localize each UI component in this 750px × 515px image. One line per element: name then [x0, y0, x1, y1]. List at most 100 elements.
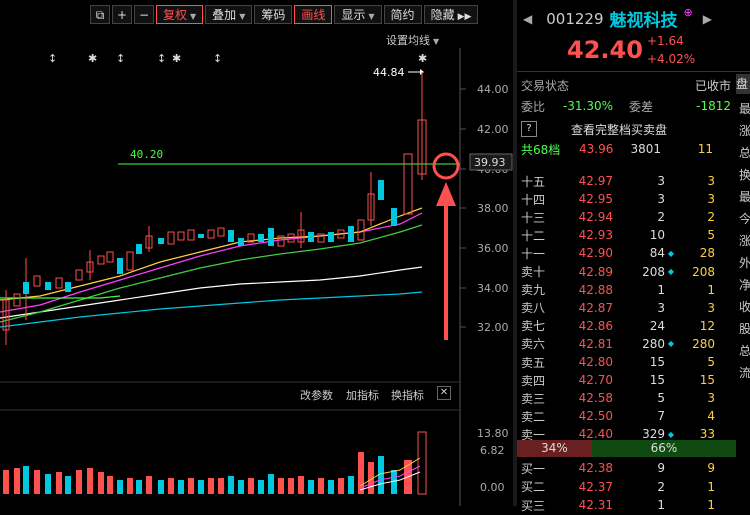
total-change: 11: [697, 142, 713, 156]
volume-bar: [338, 478, 344, 494]
draw-line-button[interactable]: 画线: [294, 4, 333, 24]
volume-bar: [328, 480, 334, 494]
volume-bar: [178, 480, 184, 494]
price-tick: 32.00: [477, 321, 509, 334]
candle: [258, 234, 264, 242]
candle: [187, 229, 195, 241]
add-indicator-link[interactable]: 加指标: [346, 389, 379, 402]
order-price: 42.40: [578, 427, 613, 442]
order-book-row[interactable]: 卖八 42.87 3 3: [521, 298, 749, 318]
candle: [337, 229, 345, 239]
ma-settings-link[interactable]: 设置均线 ▼: [386, 34, 440, 47]
order-change: 2: [707, 210, 715, 225]
volume-tick: 6.82: [480, 444, 505, 457]
display-button[interactable]: 显示 ▼: [334, 4, 382, 24]
order-change: 1: [707, 479, 715, 494]
order-book-row[interactable]: 卖三 42.58 5 3: [521, 388, 749, 408]
ma-line-white: [0, 266, 423, 319]
overlay-button[interactable]: 叠加 ▼: [205, 4, 253, 24]
chart-area[interactable]: ⧉ + − 复权 ▼ 叠加 ▼ 筹码 画线 显示 ▼ 简约 隐藏 ▶▶ 设置均线 ▼ 44…: [0, 0, 513, 506]
marker: ↕: [157, 52, 166, 65]
order-book-row[interactable]: 卖四 42.70 15 15: [521, 370, 749, 390]
weibi-value: -31.30%: [562, 99, 613, 113]
order-volume: 329: [642, 427, 665, 442]
order-book-row[interactable]: 买三 42.31 1 1: [521, 495, 749, 515]
prev-stock-icon[interactable]: ◀: [523, 11, 533, 26]
volume-bar: [248, 478, 254, 494]
marker: ✱: [172, 52, 181, 65]
weicha-label: 委差: [628, 99, 653, 114]
order-book-row[interactable]: 十五 42.97 3 3: [521, 171, 749, 191]
order-level-name: 卖六: [521, 337, 546, 352]
order-price: 42.80: [578, 355, 613, 369]
simple-button[interactable]: 简约: [383, 4, 422, 24]
zoom-in-icon[interactable]: +: [112, 4, 132, 24]
buy-sell-ratio-bar: 34% 66%: [517, 440, 750, 457]
help-icon[interactable]: ?: [521, 121, 537, 137]
candles: [2, 72, 427, 345]
fuquan-button[interactable]: 复权 ▼: [156, 4, 204, 24]
volume-bar: [208, 478, 214, 494]
sell-ratio: 34%: [517, 440, 592, 457]
order-book-row[interactable]: 十三 42.94 2 2: [521, 207, 749, 227]
order-price: 42.89: [578, 264, 613, 279]
candle: [217, 227, 225, 237]
candle: [378, 180, 384, 200]
order-volume: 24: [649, 318, 665, 333]
order-change: 28: [699, 246, 715, 261]
candle: [317, 233, 325, 243]
volume-bar: [268, 474, 274, 494]
volume-bar: [98, 472, 104, 494]
total-vol: 3801: [630, 142, 661, 156]
candle: [106, 251, 114, 263]
order-level-name: 卖五: [521, 355, 546, 370]
hide-button[interactable]: 隐藏 ▶▶: [423, 4, 479, 24]
volume-bar: [238, 480, 244, 494]
volume-bar: [288, 478, 294, 494]
edit-params-link[interactable]: 改参数: [300, 389, 333, 402]
order-book-row[interactable]: 卖七 42.86 24 12: [521, 316, 749, 336]
order-change: 3: [707, 174, 715, 188]
chevron-down-icon: ▼: [190, 11, 197, 21]
order-level-name: 卖九: [521, 283, 546, 298]
close-icon[interactable]: ✕: [437, 386, 451, 400]
line-label: 40.20: [130, 148, 163, 161]
order-book-row[interactable]: 卖一 42.40 329 ◆ 33: [521, 424, 749, 444]
order-book-row[interactable]: 买一 42.38 9 9: [521, 458, 749, 478]
price-change: +1.64: [647, 34, 684, 48]
current-price-text: 39.93: [474, 156, 506, 169]
candle: [348, 226, 354, 242]
next-stock-icon[interactable]: ▶: [702, 11, 712, 26]
order-book-row[interactable]: 十二 42.93 10 5: [521, 225, 749, 245]
volume-bar: [308, 480, 314, 494]
volume-bar: [76, 470, 82, 494]
volume-bar: [378, 456, 384, 494]
switch-indicator-link[interactable]: 换指标: [391, 389, 424, 402]
order-price: 42.58: [578, 391, 613, 406]
order-book-row[interactable]: 卖十 42.89 208 ◆ 208: [521, 262, 749, 282]
side-label: 总: [739, 344, 750, 358]
side-label: 股: [739, 322, 750, 336]
candle: [403, 153, 413, 215]
chevron-down-icon: ▼: [239, 11, 246, 21]
order-book-row[interactable]: 卖五 42.80 15 5: [521, 352, 749, 372]
copy-icon[interactable]: ⧉: [90, 4, 110, 24]
order-change: 208: [692, 264, 715, 279]
order-book-row[interactable]: 卖六 42.81 280 ◆ 280: [521, 334, 749, 354]
order-book-row[interactable]: 买二 42.37 2 1: [521, 477, 749, 497]
volume-bar: [34, 470, 40, 494]
order-book-row[interactable]: 卖二 42.50 7 4: [521, 406, 749, 426]
order-book-row[interactable]: 卖九 42.88 1 1: [521, 280, 749, 300]
order-change: 33: [699, 427, 715, 442]
order-book-row[interactable]: 十四 42.95 3 3: [521, 189, 749, 209]
order-change: 15: [699, 373, 715, 388]
full-book-row[interactable]: ? 查看完整档买卖盘: [521, 119, 749, 139]
order-price: 42.70: [578, 373, 613, 388]
order-book-row[interactable]: 十一 42.90 84 ◆ 28: [521, 243, 749, 263]
zoom-out-icon[interactable]: −: [134, 4, 154, 24]
chips-button[interactable]: 筹码: [254, 4, 293, 24]
high-label: 44.84: [373, 66, 405, 79]
side-tab[interactable]: 盘: [736, 74, 750, 94]
panel-divider[interactable]: [513, 0, 517, 506]
full-book-link[interactable]: 查看完整档买卖盘: [571, 122, 668, 137]
